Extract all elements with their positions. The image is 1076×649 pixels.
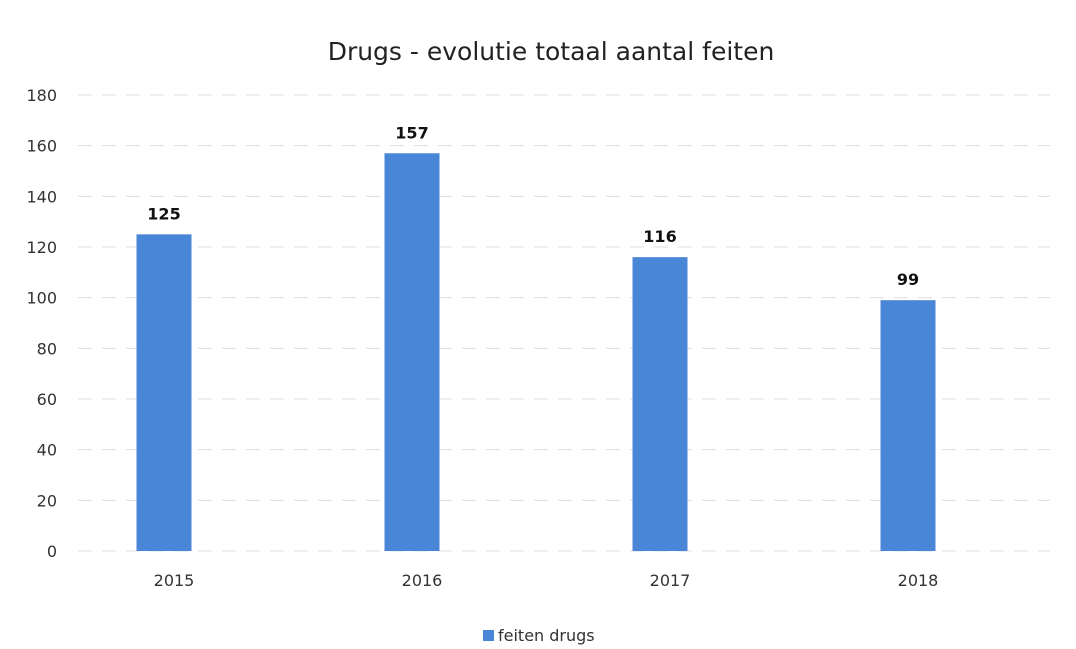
y-tick-label: 160 <box>26 137 57 156</box>
y-tick-label: 60 <box>37 390 57 409</box>
x-tick-label: 2015 <box>154 571 195 590</box>
data-label: 116 <box>643 227 676 246</box>
bar <box>880 300 936 551</box>
chart-title: Drugs - evolutie totaal aantal feiten <box>328 37 775 66</box>
legend-swatch <box>483 630 494 641</box>
x-tick-label: 2018 <box>898 571 939 590</box>
x-tick-label: 2016 <box>402 571 443 590</box>
y-tick-label: 100 <box>26 289 57 308</box>
legend: feiten drugs <box>483 626 595 645</box>
x-axis-ticks: 2015 2016 2017 2018 <box>154 571 939 590</box>
bar <box>632 257 688 551</box>
data-label: 99 <box>897 270 919 289</box>
legend-label: feiten drugs <box>498 626 595 645</box>
gridlines <box>78 94 1050 552</box>
y-tick-label: 40 <box>37 441 57 460</box>
data-label: 157 <box>395 123 428 142</box>
y-tick-label: 180 <box>26 86 57 105</box>
y-tick-label: 20 <box>37 491 57 510</box>
y-tick-label: 0 <box>47 542 57 561</box>
data-label: 125 <box>147 204 180 223</box>
bar <box>136 234 192 552</box>
y-axis-ticks: 0 20 40 60 80 100 120 140 160 180 <box>26 86 57 561</box>
data-labels: 125 157 116 99 <box>147 123 919 289</box>
bars <box>136 153 936 552</box>
y-tick-label: 80 <box>37 339 57 358</box>
y-tick-label: 120 <box>26 238 57 257</box>
y-tick-label: 140 <box>26 187 57 206</box>
bar <box>384 153 440 551</box>
x-tick-label: 2017 <box>650 571 691 590</box>
